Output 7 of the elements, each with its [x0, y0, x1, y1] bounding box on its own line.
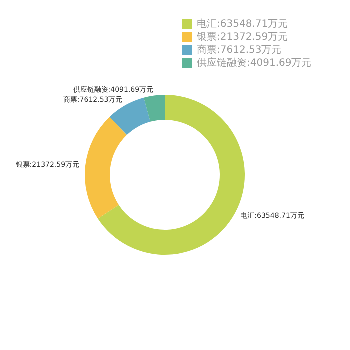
- donut-slice: [144, 95, 165, 122]
- donut-slice: [85, 117, 128, 219]
- legend-label: 供应链融资:4091.69万元: [197, 57, 312, 69]
- legend-label: 电汇:63548.71万元: [197, 18, 288, 30]
- legend-label: 商票:7612.53万元: [197, 44, 282, 56]
- legend-label: 银票:21372.59万元: [196, 32, 288, 43]
- donut-slice: [110, 98, 151, 136]
